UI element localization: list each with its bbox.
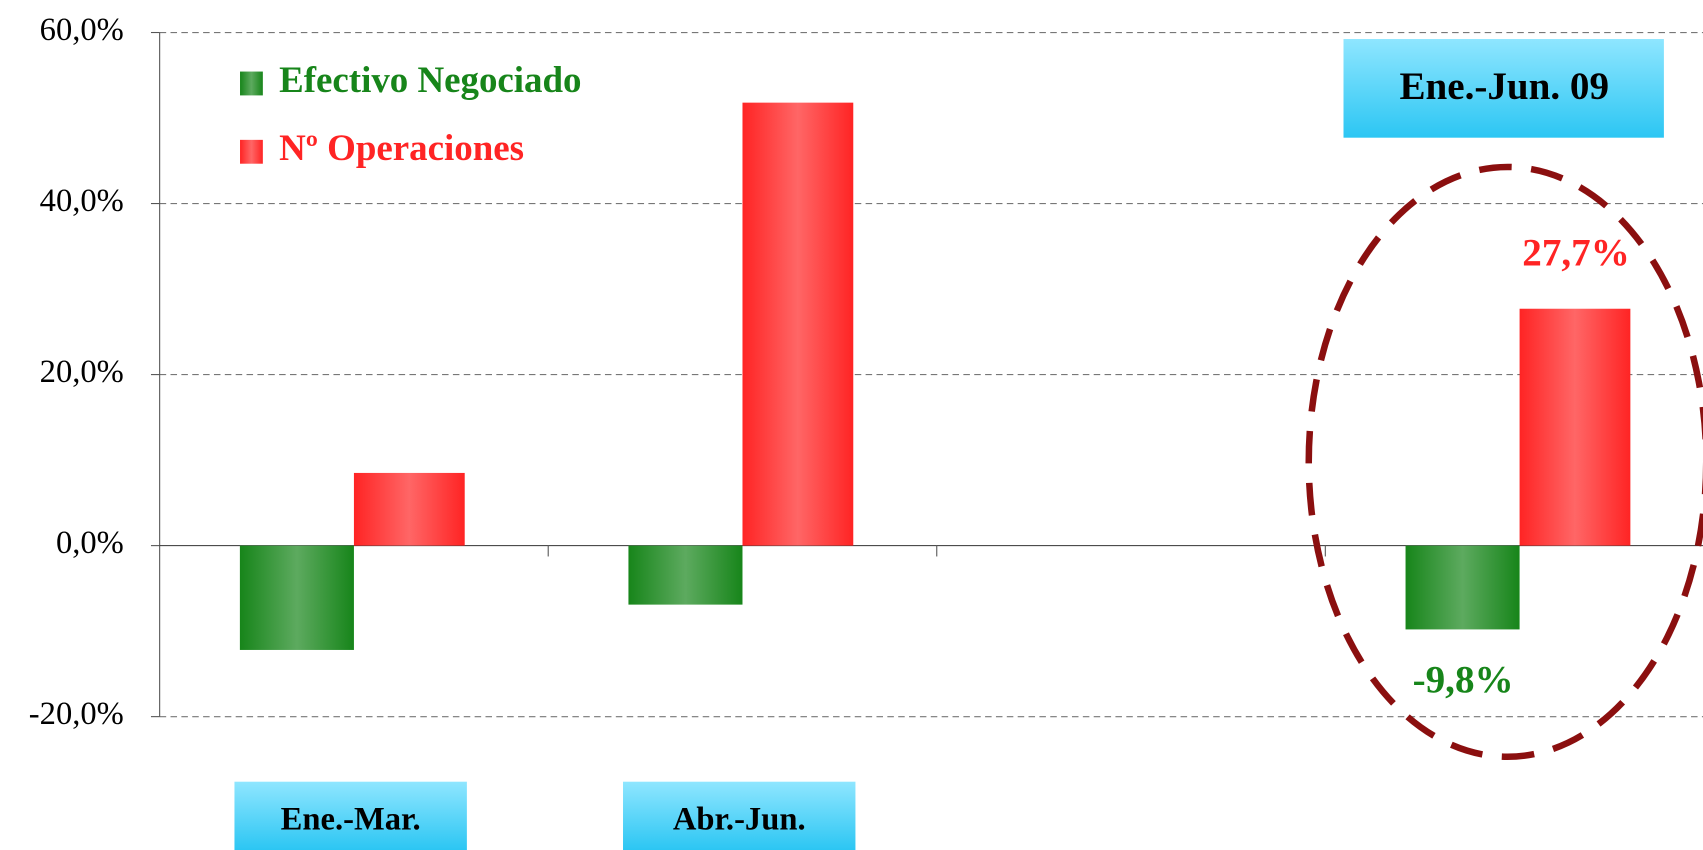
legend-label: Efectivo Negociado bbox=[279, 59, 581, 100]
y-tick-label: -20,0% bbox=[29, 696, 124, 732]
x-tick-label: Ene.-Jun. 09 bbox=[1399, 65, 1609, 108]
highlight-ellipse bbox=[1305, 163, 1703, 760]
category-box bbox=[623, 781, 856, 850]
data-label: 27,7% bbox=[1522, 232, 1629, 275]
x-tick-label: Ene.-Mar. bbox=[281, 801, 421, 837]
y-tick-label: 0,0% bbox=[56, 525, 124, 561]
legend-swatch bbox=[240, 139, 263, 164]
y-tick-label: 60,0% bbox=[40, 12, 124, 48]
legend-label: Nº Operaciones bbox=[279, 127, 524, 168]
y-tick-label: 40,0% bbox=[40, 183, 124, 219]
x-tick-label: Abr.-Jun. bbox=[673, 801, 806, 837]
bar bbox=[628, 545, 743, 605]
bar bbox=[1519, 308, 1631, 546]
bar bbox=[1405, 545, 1520, 630]
bar bbox=[742, 102, 854, 546]
bar bbox=[353, 472, 465, 546]
data-label: -9,8% bbox=[1413, 659, 1514, 702]
category-box bbox=[234, 781, 467, 850]
category-box bbox=[1343, 39, 1664, 138]
y-tick-label: 20,0% bbox=[40, 354, 124, 390]
legend-swatch bbox=[240, 71, 263, 96]
bar bbox=[239, 545, 354, 650]
